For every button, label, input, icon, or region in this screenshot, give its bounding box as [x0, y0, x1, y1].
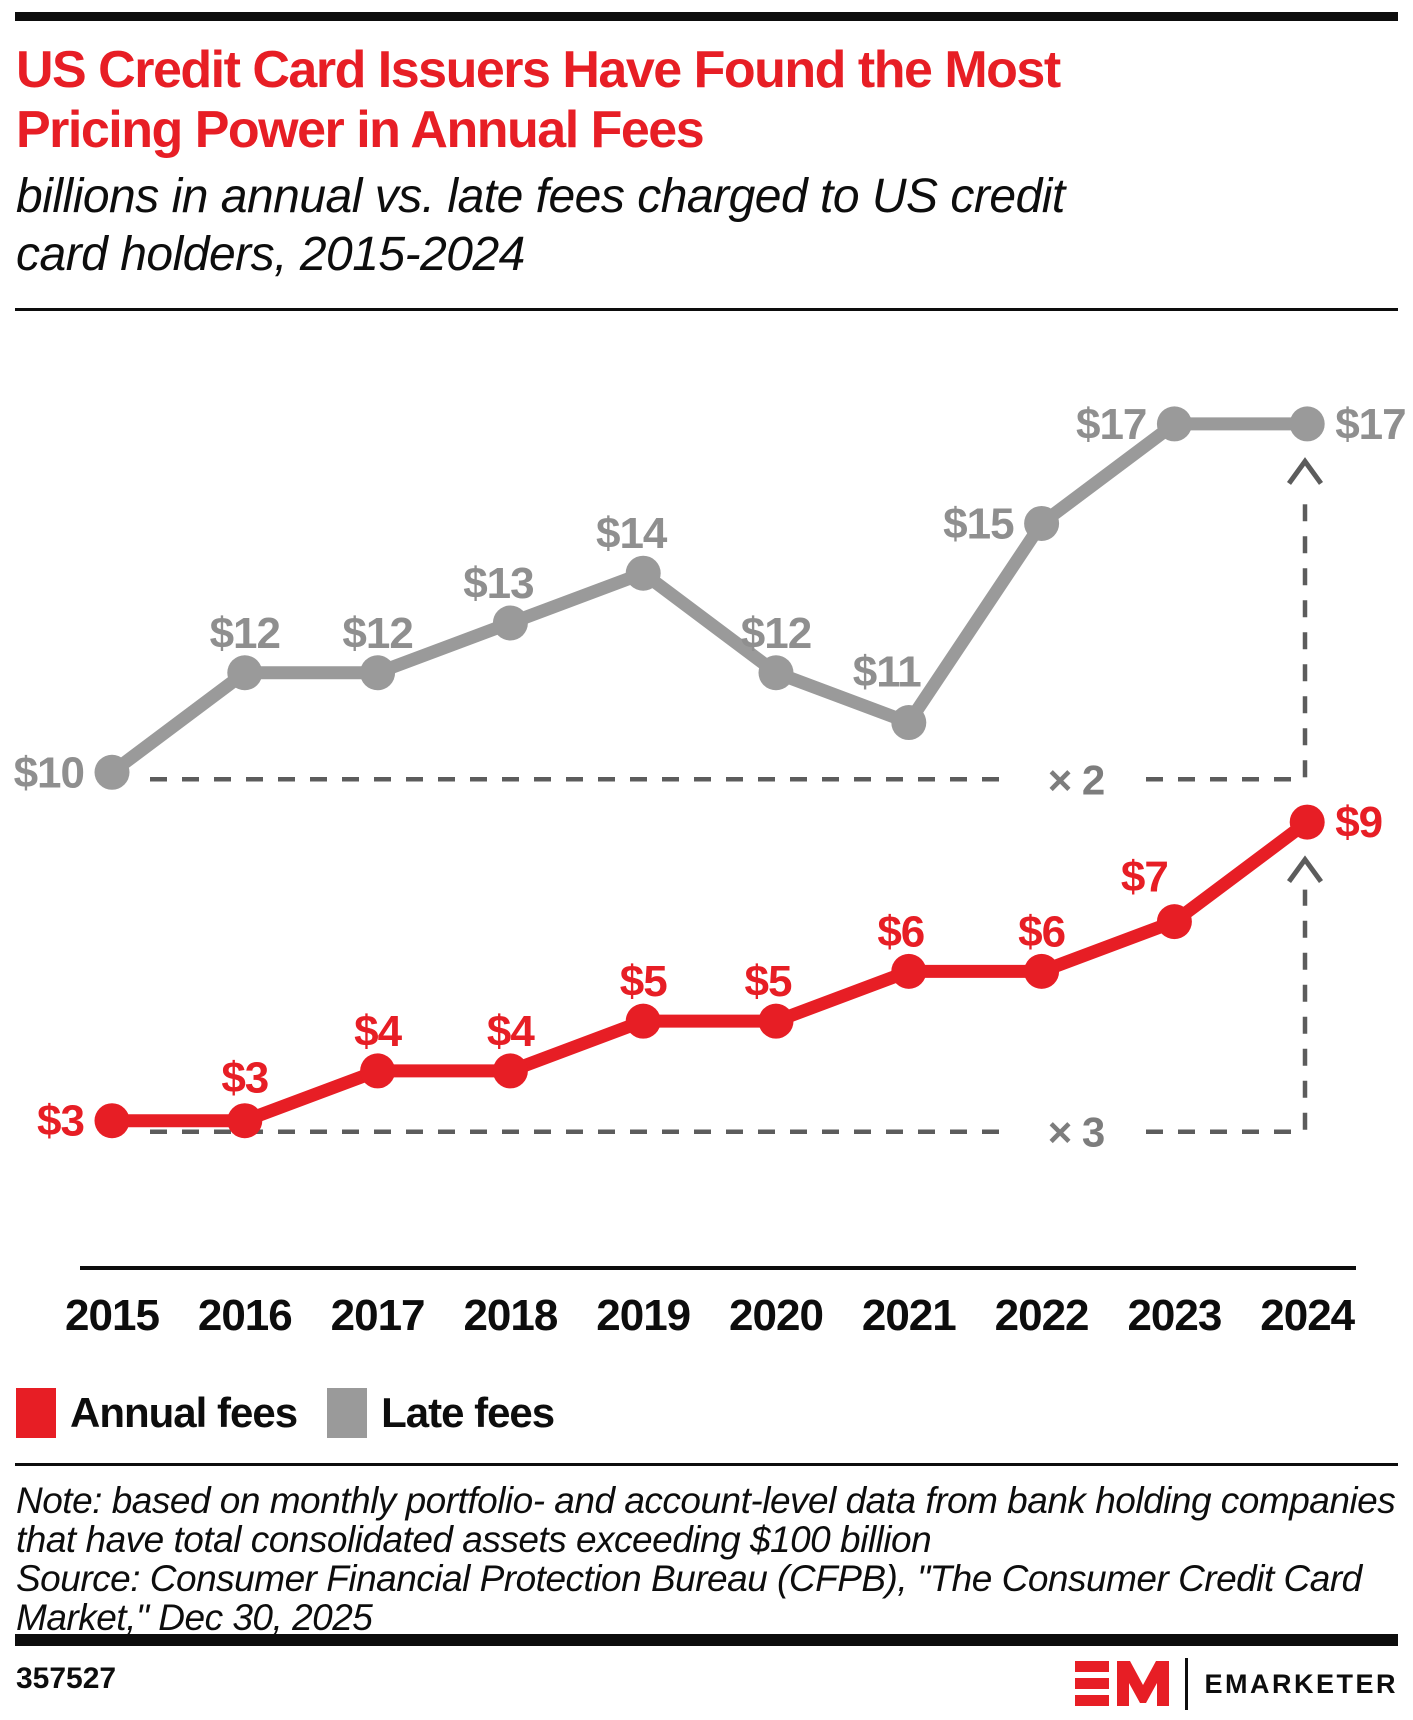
- svg-text:2019: 2019: [596, 1291, 690, 1340]
- brand-name: EMARKETER: [1204, 1668, 1398, 1699]
- legend-swatch-annual-fees: [16, 1388, 56, 1438]
- svg-text:2017: 2017: [331, 1291, 425, 1340]
- svg-text:$12: $12: [342, 609, 412, 658]
- svg-text:$14: $14: [596, 509, 668, 558]
- svg-text:$3: $3: [221, 1054, 268, 1103]
- svg-text:$17: $17: [1335, 400, 1405, 449]
- svg-text:$11: $11: [853, 648, 922, 697]
- chart-id: 357527: [16, 1662, 117, 1695]
- svg-text:2023: 2023: [1127, 1291, 1221, 1340]
- brand-divider: [1185, 1658, 1189, 1710]
- emarketer-logo-icon: [1075, 1661, 1170, 1706]
- svg-text:2016: 2016: [198, 1291, 292, 1340]
- svg-text:2021: 2021: [862, 1291, 956, 1340]
- header-divider: [15, 308, 1398, 311]
- svg-text:$5: $5: [745, 957, 792, 1006]
- svg-text:$15: $15: [943, 499, 1014, 548]
- chart-title: US Credit Card Issuers Have Found the Mo…: [16, 41, 1061, 159]
- legend-swatch-late-fees: [327, 1388, 368, 1438]
- svg-text:$9: $9: [1335, 798, 1382, 847]
- svg-text:2022: 2022: [995, 1291, 1089, 1340]
- bottom-accent-bar: [15, 1634, 1398, 1646]
- line-chart: × 2 × 3 $10 $12 $12 $13 $14 $12 $11 $15 $17 $17 $3 $3…: [14, 400, 1407, 1340]
- svg-text:$6: $6: [1018, 907, 1065, 956]
- legend-item-late-fees: Late fees: [327, 1388, 555, 1438]
- svg-text:$4: $4: [354, 1007, 402, 1056]
- note-text: Note: based on monthly portfolio- and ac…: [16, 1480, 1396, 1560]
- svg-text:$12: $12: [741, 609, 811, 658]
- svg-text:× 2: × 2: [1048, 756, 1105, 803]
- chart-subtitle: billions in annual vs. late fees charged…: [16, 170, 1065, 281]
- legend-label-annual-fees: Annual fees: [70, 1389, 298, 1436]
- svg-text:2018: 2018: [463, 1291, 557, 1340]
- notes-block: Note: based on monthly portfolio- and ac…: [16, 1481, 1401, 1637]
- svg-text:$12: $12: [210, 609, 280, 658]
- svg-text:2015: 2015: [65, 1291, 159, 1340]
- top-accent-bar: [15, 12, 1398, 21]
- legend-label-late-fees: Late fees: [381, 1389, 555, 1436]
- svg-text:$3: $3: [37, 1097, 84, 1146]
- svg-text:$13: $13: [463, 559, 533, 608]
- source-text: Source: Consumer Financial Protection Bu…: [16, 1558, 1362, 1638]
- svg-text:$17: $17: [1076, 400, 1146, 449]
- svg-text:$5: $5: [620, 957, 667, 1006]
- svg-text:$10: $10: [14, 748, 84, 797]
- svg-text:$7: $7: [1121, 853, 1168, 902]
- svg-text:2024: 2024: [1260, 1291, 1355, 1340]
- svg-text:× 3: × 3: [1048, 1109, 1105, 1156]
- brand-lockup: EMARKETER: [1075, 1656, 1398, 1712]
- legend: Annual fees Late fees: [16, 1388, 555, 1438]
- legend-item-annual-fees: Annual fees: [16, 1388, 298, 1438]
- svg-text:2020: 2020: [729, 1291, 823, 1340]
- notes-divider: [15, 1463, 1398, 1466]
- svg-text:$4: $4: [487, 1007, 535, 1056]
- svg-text:$6: $6: [877, 907, 924, 956]
